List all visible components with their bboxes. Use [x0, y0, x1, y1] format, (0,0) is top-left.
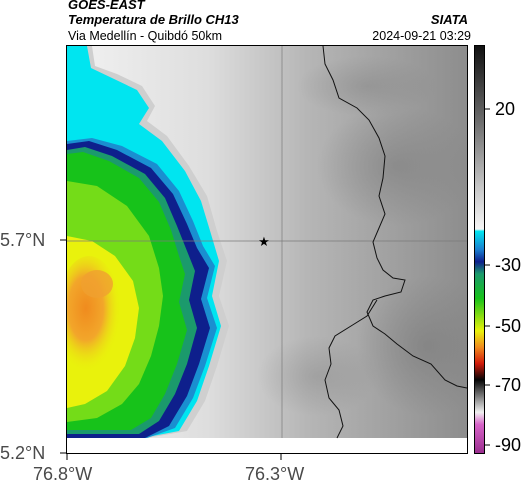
colorbar-tick-label: 20 — [495, 99, 516, 119]
lat-tick-label: 5.7°N — [0, 230, 46, 250]
datetime-label: 2024-09-21 03:29 — [372, 29, 471, 43]
admin-boundary-east — [322, 45, 468, 389]
location-star-icon: ★ — [258, 235, 270, 250]
org-label: SIATA — [430, 12, 468, 27]
lat-tick-label: 5.2°N — [0, 443, 46, 463]
colorbar-tick-label: -50 — [495, 316, 522, 336]
route-subtitle: Via Medellín - Quibdó 50km — [68, 29, 223, 43]
brightness-temperature-map: ★ — [57, 45, 497, 453]
satellite-title: GOES-EAST — [68, 0, 145, 12]
lon-tick-label: 76.3°W — [245, 464, 305, 484]
colorbar — [474, 45, 485, 454]
colorbar-tick-label: -90 — [495, 435, 522, 455]
map-panel[interactable]: ★ — [57, 45, 497, 454]
product-title: Temperatura de Brillo CH13 — [68, 12, 239, 27]
colorbar-tick-label: -30 — [495, 255, 522, 275]
colorbar-tick-label: -70 — [495, 375, 522, 395]
colorbar-tick-marks — [485, 108, 490, 446]
admin-boundary-south — [324, 299, 378, 439]
map-tick-marks — [60, 239, 282, 460]
lon-tick-label: 76.8°W — [33, 464, 93, 484]
